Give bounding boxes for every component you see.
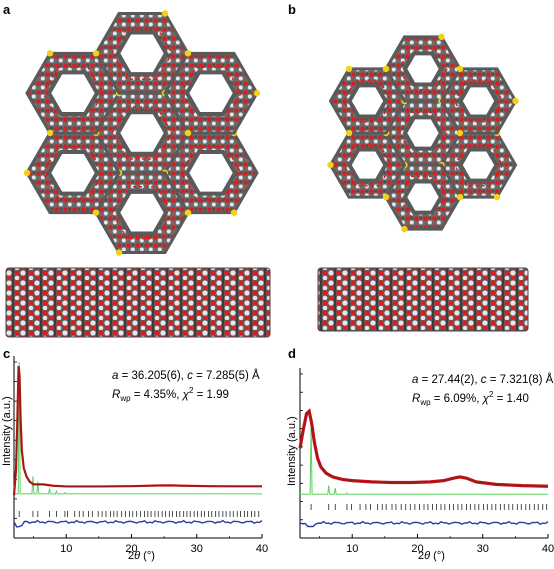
fit-params-c: Rwp = 4.35%, χ2 = 1.99: [112, 386, 229, 404]
side-view-b: [317, 267, 529, 332]
pore-rim: [180, 146, 242, 200]
sulfur-atom: [253, 89, 261, 97]
x-tick-label-c: 40: [256, 543, 268, 555]
side-view-a: [5, 267, 271, 338]
y-axis-label-c: Intensity (a.u.): [1, 396, 13, 466]
sulfur-atom: [438, 33, 445, 41]
bragg-profile-c: [14, 361, 262, 495]
sulfur-atom: [456, 193, 464, 201]
sulfur-atom: [115, 249, 123, 256]
calculated-pattern-c: [13, 366, 262, 496]
sulfur-atom: [493, 193, 501, 201]
framework-b-honeycomb: [327, 33, 519, 233]
pore: [184, 70, 238, 116]
fit-params-d: Rwp = 6.09%, χ2 = 1.40: [412, 390, 529, 408]
sulfur-atom: [327, 161, 334, 169]
sulfur-atom: [401, 225, 408, 233]
pore: [402, 51, 444, 87]
pore: [115, 189, 169, 236]
pore: [347, 83, 388, 119]
pore-rim: [42, 66, 104, 120]
y-axis-label-d: Intensity (a.u.): [286, 416, 298, 486]
calculated-pattern-d: [299, 410, 549, 487]
panel-label-d: d: [288, 346, 296, 361]
pore: [115, 30, 169, 77]
pore: [402, 115, 444, 151]
sulfur-atom: [92, 209, 100, 216]
x-tick-label-c: 10: [60, 543, 72, 555]
pore-rim: [398, 47, 448, 91]
pore: [402, 179, 444, 215]
difference-curve-d: [299, 520, 549, 528]
pore-rim: [342, 79, 393, 123]
pore: [458, 83, 499, 119]
sulfur-atom: [184, 50, 192, 57]
x-tick-label-d: 10: [346, 543, 358, 555]
sulfur-atom: [382, 65, 390, 73]
sulfur-atom: [345, 65, 353, 73]
pore: [184, 150, 238, 196]
sulfur-atom: [512, 97, 519, 105]
sulfur-atom: [184, 209, 192, 216]
sulfur-atom: [46, 50, 54, 57]
pore: [115, 110, 169, 156]
pore-rim: [342, 143, 393, 187]
panel-label-a: a: [3, 2, 11, 17]
sulfur-atom: [345, 129, 353, 137]
pore-rim: [398, 111, 448, 155]
observed-pattern-d: [298, 408, 549, 488]
pore: [46, 70, 100, 116]
pore-rim: [453, 79, 504, 123]
difference-curve-c: [13, 519, 263, 528]
x-axis-label-d: 2θ (°): [418, 550, 445, 562]
sulfur-atom: [92, 50, 100, 57]
x-tick-label-d: 30: [477, 543, 489, 555]
pore: [347, 147, 388, 183]
panel-label-c: c: [3, 346, 11, 361]
x-tick-label-c: 20: [125, 543, 137, 555]
pore-rim: [398, 175, 448, 219]
x-tick-label-d: 20: [411, 543, 423, 555]
pore-rim: [42, 146, 104, 200]
x-tick-label-d: 40: [542, 543, 554, 555]
sulfur-atom: [23, 169, 31, 177]
framework-a-honeycomb: [23, 10, 261, 256]
pore: [46, 150, 100, 196]
panel-label-b: b: [288, 2, 296, 17]
pore-rim: [111, 185, 173, 240]
pore: [458, 147, 499, 183]
pore-rim: [111, 26, 173, 81]
pore-rim: [180, 66, 242, 120]
sulfur-atom: [456, 65, 464, 73]
sulfur-atom: [161, 10, 169, 17]
x-axis-label-c: 2θ (°): [128, 550, 155, 562]
pore-rim: [453, 143, 504, 187]
bragg-profile-d: [300, 423, 548, 495]
cell-params-c: a = 36.205(6), c = 7.285(5) Å: [112, 370, 260, 382]
sulfur-atom: [184, 129, 192, 137]
sulfur-atom: [382, 193, 390, 201]
cell-params-d: a = 27.44(2), c = 7.321(8) Å: [412, 374, 554, 386]
sulfur-atom: [230, 209, 238, 216]
pore-rim: [111, 106, 173, 160]
x-tick-label-c: 30: [191, 543, 203, 555]
structure-illustrations: [5, 10, 529, 338]
sulfur-atom: [46, 129, 54, 137]
sulfur-atom: [456, 129, 464, 137]
